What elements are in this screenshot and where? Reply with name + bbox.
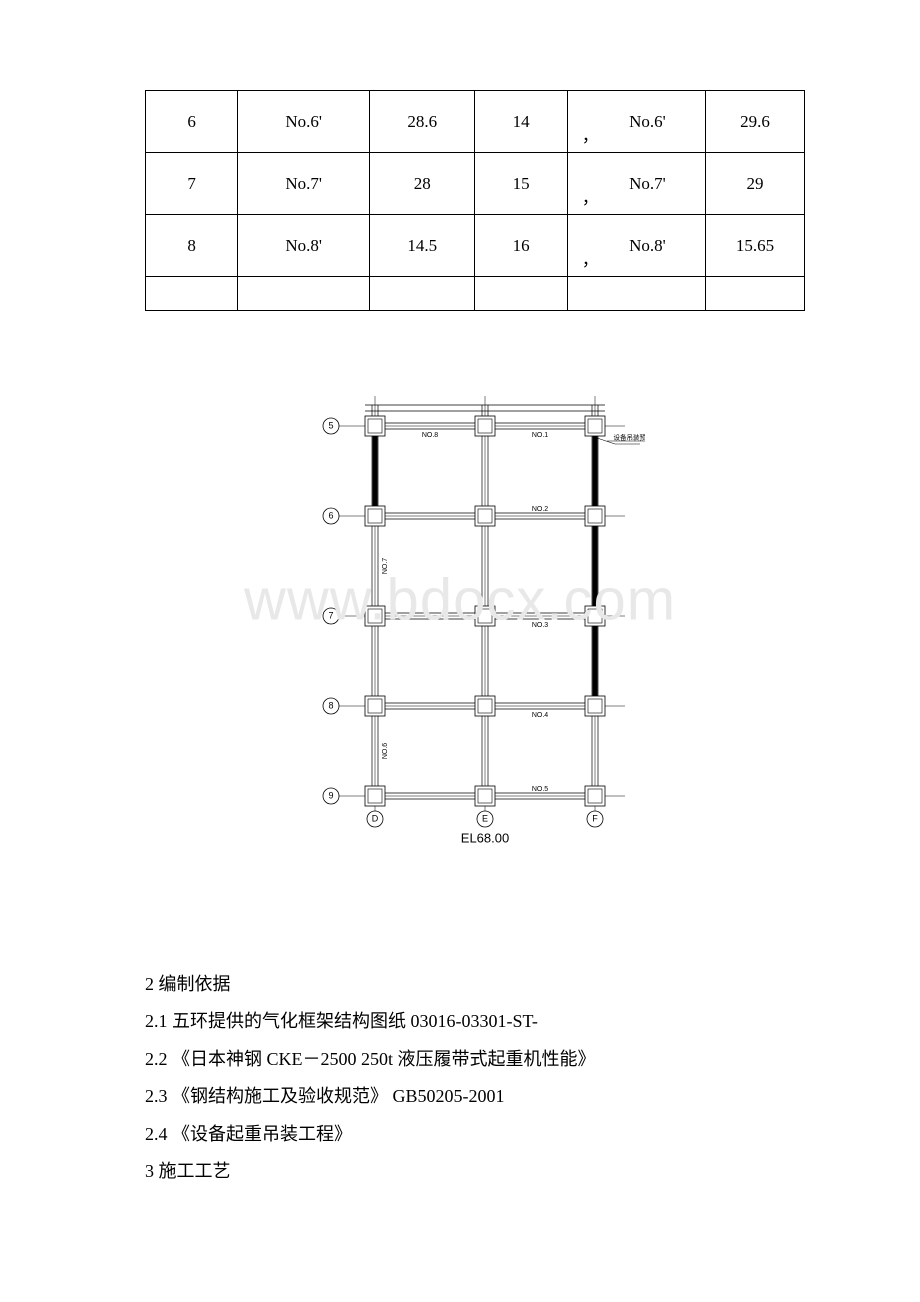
svg-text:D: D bbox=[372, 813, 379, 823]
cell: 7 bbox=[146, 153, 238, 215]
svg-text:NO.3: NO.3 bbox=[532, 622, 548, 629]
cell: 16 bbox=[475, 215, 567, 277]
svg-text:6: 6 bbox=[328, 510, 333, 520]
svg-text:NO.6: NO.6 bbox=[382, 743, 389, 759]
svg-text:8: 8 bbox=[328, 700, 333, 710]
cell: No.6' bbox=[238, 91, 370, 153]
svg-text:E: E bbox=[482, 813, 488, 823]
table-row-empty bbox=[146, 277, 805, 311]
svg-text:9: 9 bbox=[328, 790, 333, 800]
cell: 29 bbox=[706, 153, 805, 215]
svg-text:NO.2: NO.2 bbox=[532, 506, 548, 513]
cell: 6 bbox=[146, 91, 238, 153]
table-row: 6No.6'28.614，No.6'29.6 bbox=[146, 91, 805, 153]
cell: 14 bbox=[475, 91, 567, 153]
cell: 14.5 bbox=[370, 215, 475, 277]
table-row: 8No.8'14.516，No.8'15.65 bbox=[146, 215, 805, 277]
diagram-container: 5 6 7 8 9 D E F NO.8 NO.1 NO.2 NO.3 NO.4 NO.5 NO.7 NO.6… bbox=[145, 371, 805, 856]
page-content: 6No.6'28.614，No.6'29.67No.7'2815，No.7'29… bbox=[0, 0, 920, 1191]
svg-text:F: F bbox=[592, 813, 598, 823]
cell: No.8' bbox=[238, 215, 370, 277]
cell: 15 bbox=[475, 153, 567, 215]
cell: 28 bbox=[370, 153, 475, 215]
text-line: 2.4 《设备起重吊装工程》 bbox=[145, 1116, 805, 1153]
svg-text:NO.8: NO.8 bbox=[422, 432, 438, 439]
cell: ，No.8' bbox=[567, 215, 705, 277]
svg-text:NO.4: NO.4 bbox=[532, 712, 548, 719]
text-line: 2 编制依据 bbox=[145, 966, 805, 1003]
svg-text:设备吊装预留: 设备吊装预留 bbox=[614, 433, 646, 442]
svg-text:NO.1: NO.1 bbox=[532, 432, 548, 439]
text-line: 2.3 《钢结构施工及验收规范》 GB50205-2001 bbox=[145, 1078, 805, 1115]
cell: 29.6 bbox=[706, 91, 805, 153]
cell: ，No.7' bbox=[567, 153, 705, 215]
cell: ，No.6' bbox=[567, 91, 705, 153]
cell: 15.65 bbox=[706, 215, 805, 277]
svg-text:EL68.00: EL68.00 bbox=[461, 830, 509, 845]
cell: No.7' bbox=[238, 153, 370, 215]
cell: 28.6 bbox=[370, 91, 475, 153]
text-line: 2.2 《日本神钢 CKE－2500 250t 液压履带式起重机性能》 bbox=[145, 1041, 805, 1078]
cell: 8 bbox=[146, 215, 238, 277]
svg-text:7: 7 bbox=[328, 610, 333, 620]
text-line: 2.1 五环提供的气化框架结构图纸 03016-03301-ST- bbox=[145, 1003, 805, 1040]
svg-text:NO.7: NO.7 bbox=[382, 558, 389, 574]
text-line: 3 施工工艺 bbox=[145, 1153, 805, 1190]
data-table: 6No.6'28.614，No.6'29.67No.7'2815，No.7'29… bbox=[145, 90, 805, 311]
structural-diagram: 5 6 7 8 9 D E F NO.8 NO.1 NO.2 NO.3 NO.4 NO.5 NO.7 NO.6… bbox=[305, 371, 645, 851]
svg-text:NO.5: NO.5 bbox=[532, 786, 548, 793]
body-text: 2 编制依据 2.1 五环提供的气化框架结构图纸 03016-03301-ST-… bbox=[145, 966, 805, 1191]
table-row: 7No.7'2815，No.7'29 bbox=[146, 153, 805, 215]
svg-text:5: 5 bbox=[328, 420, 333, 430]
